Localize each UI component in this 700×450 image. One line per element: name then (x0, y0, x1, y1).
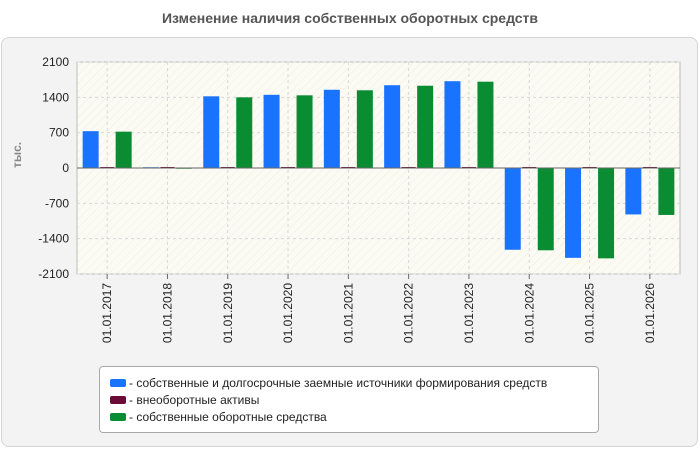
y-tick-label: 2100 (42, 55, 69, 69)
x-tick-label: 01.01.2021 (341, 283, 355, 343)
legend-item-noncurrent-assets: - внеоборотные активы (110, 391, 588, 408)
y-axis-label: тыс. (10, 141, 24, 168)
legend-item-sources: - собственные и долгосрочные заемные ист… (110, 374, 588, 391)
legend: - собственные и долгосрочные заемные ист… (99, 366, 599, 433)
bar-series-1 (323, 89, 340, 168)
bar-series-2 (100, 166, 115, 168)
bar-series-1 (384, 85, 401, 168)
bar-series-2 (401, 166, 416, 168)
bar-series-2 (642, 166, 657, 168)
bar-series-3 (537, 168, 554, 251)
legend-swatch-noncurrent-assets (110, 395, 126, 404)
bar-series-3 (477, 81, 494, 168)
legend-label-sources: - собственные и долгосрочные заемные ист… (129, 375, 548, 390)
bar-series-2 (582, 166, 597, 168)
y-tick-label: 0 (62, 161, 69, 175)
y-tick-label: -2100 (38, 267, 69, 281)
x-tick-label: 01.01.2018 (160, 283, 174, 343)
bar-series-2 (160, 166, 175, 168)
bar-series-2 (461, 166, 476, 168)
y-tick-label: -1400 (38, 232, 69, 246)
x-tick-label: 01.01.2024 (522, 283, 536, 343)
chart-title: Изменение наличия собственных оборотных … (161, 10, 539, 26)
bar-series-3 (356, 90, 373, 168)
x-tick-label: 01.01.2025 (583, 283, 597, 343)
x-tick-label: 01.01.2022 (402, 283, 416, 343)
legend-label-noncurrent-assets: - внеоборотные активы (129, 392, 260, 407)
bar-series-2 (220, 166, 235, 168)
bar-series-3 (296, 95, 313, 168)
y-tick-label: 700 (49, 126, 69, 140)
bar-series-2 (522, 166, 537, 168)
y-tick-label: -700 (45, 196, 69, 210)
legend-swatch-working-capital (110, 412, 126, 421)
bar-series-1 (203, 96, 220, 168)
bar-series-3 (417, 85, 434, 168)
bar-series-3 (236, 97, 253, 168)
y-tick-label: 1400 (42, 90, 69, 104)
x-tick-label: 01.01.2017 (100, 283, 114, 343)
x-tick-label: 01.01.2023 (462, 283, 476, 343)
x-tick-label: 01.01.2019 (221, 283, 235, 343)
bar-series-1 (82, 131, 99, 168)
legend-swatch-sources (110, 378, 126, 387)
bar-series-1 (565, 168, 582, 258)
bar-series-1 (444, 81, 461, 168)
bar-series-2 (341, 166, 356, 168)
bar-series-1 (504, 168, 521, 250)
x-tick-label: 01.01.2020 (281, 283, 295, 343)
legend-label-working-capital: - собственные оборотные средства (129, 409, 327, 424)
bar-series-1 (263, 94, 280, 168)
legend-item-working-capital: - собственные оборотные средства (110, 408, 588, 425)
bar-series-3 (115, 131, 132, 168)
x-tick-label: 01.01.2026 (643, 283, 657, 343)
bar-series-1 (625, 168, 642, 215)
bar-series-2 (281, 166, 296, 168)
bar-series-3 (658, 168, 675, 215)
bar-series-3 (598, 168, 615, 259)
